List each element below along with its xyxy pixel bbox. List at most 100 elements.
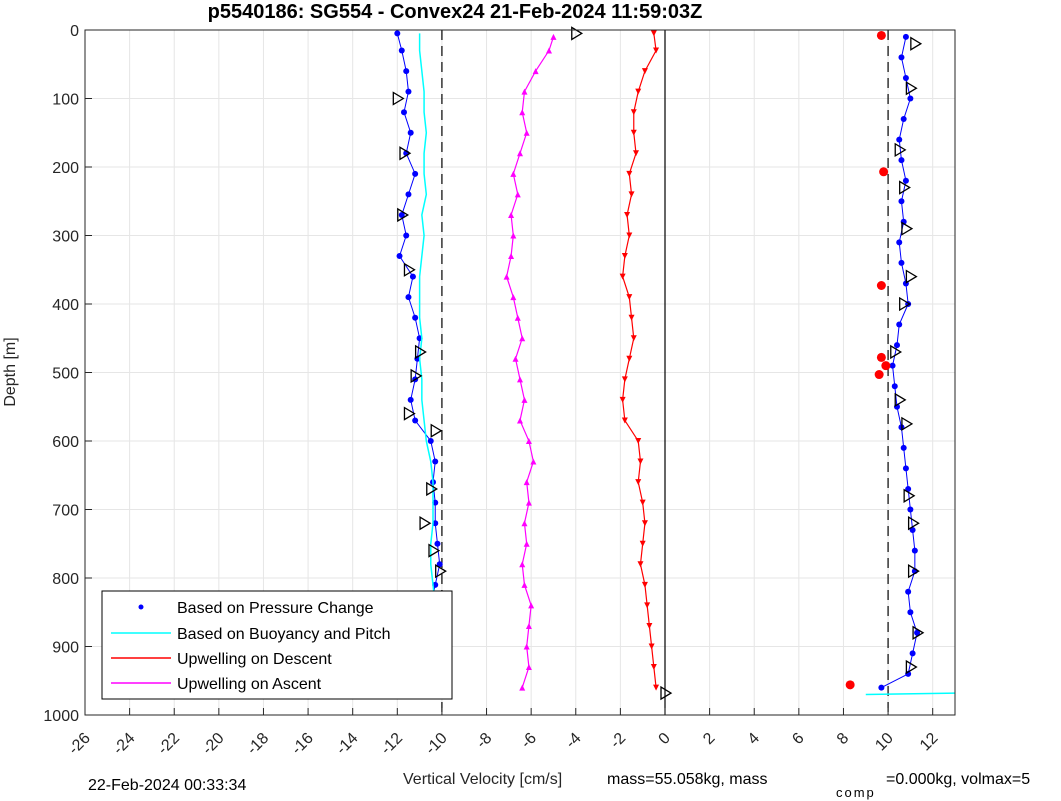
pressure-point xyxy=(405,191,412,198)
x-tick-label: 2 xyxy=(700,730,718,748)
pressure-point xyxy=(907,506,914,513)
legend-label-pressure: Based on Pressure Change xyxy=(177,600,374,617)
y-tick-label: 1000 xyxy=(43,708,79,725)
highlight-triangle xyxy=(414,344,427,360)
descent-point xyxy=(628,191,635,198)
pressure-point xyxy=(398,211,405,218)
x-tick-label: -8 xyxy=(473,730,495,752)
highlight-triangle xyxy=(905,269,918,284)
series-line-buoyancy xyxy=(418,33,443,688)
highlight-triangle xyxy=(901,416,914,432)
legend-label-descent: Upwelling on Descent xyxy=(177,651,332,668)
ascent-point xyxy=(514,314,521,321)
highlight-triangle xyxy=(410,368,423,384)
pressure-point xyxy=(896,136,903,143)
highlight-red-dot xyxy=(874,370,884,380)
highlight-triangle xyxy=(430,423,443,438)
descent-point xyxy=(621,417,628,424)
highlight-triangle xyxy=(905,81,918,96)
pressure-point xyxy=(894,342,900,349)
x-axis-label: Vertical Velocity [cm/s] xyxy=(403,771,562,788)
x-tick-label: -10 xyxy=(422,730,450,758)
highlight-triangle xyxy=(403,406,416,421)
descent-point xyxy=(641,520,648,527)
highlight-triangle xyxy=(894,392,907,408)
highlight-triangle xyxy=(894,142,907,158)
descent-point xyxy=(635,88,642,95)
ascent-point xyxy=(510,294,517,301)
x-tick-label: -24 xyxy=(110,730,138,758)
pressure-point xyxy=(436,561,443,568)
highlight-triangle xyxy=(907,516,920,531)
descent-point xyxy=(646,622,653,629)
descent-point xyxy=(626,232,633,239)
highlight-triangle xyxy=(397,207,410,223)
pressure-point xyxy=(907,609,914,616)
ascent-point xyxy=(530,458,537,465)
descent-point xyxy=(644,602,651,609)
descent-point xyxy=(635,438,642,444)
descent-point xyxy=(624,211,631,218)
descent-point xyxy=(630,109,637,116)
pressure-point xyxy=(907,95,914,102)
descent-point xyxy=(621,253,628,260)
descent-point xyxy=(650,664,657,671)
ascent-point xyxy=(508,253,515,260)
y-tick-label: 300 xyxy=(52,229,79,246)
ascent-point xyxy=(521,88,528,95)
ascent-point xyxy=(523,479,530,486)
y-tick-label: 700 xyxy=(52,503,79,520)
pressure-point xyxy=(914,629,921,636)
descent-point xyxy=(653,684,660,691)
x-tick-label: 0 xyxy=(656,730,674,748)
footer-timestamp: 22-Feb-2024 00:33:34 xyxy=(88,777,246,794)
highlight-triangle xyxy=(905,659,918,675)
ascent-point xyxy=(521,520,528,527)
y-tick-label: 200 xyxy=(52,160,79,177)
highlight-red-dot xyxy=(876,30,886,40)
descent-point xyxy=(653,47,660,54)
pressure-point xyxy=(434,540,441,547)
descent-point xyxy=(626,170,633,177)
descent-point xyxy=(633,150,639,157)
pressure-point xyxy=(403,232,410,239)
legend-label-buoyancy: Based on Buoyancy and Pitch xyxy=(177,626,390,643)
highlight-triangle xyxy=(901,221,914,236)
descent-point xyxy=(637,561,644,568)
footer-comp-subscript: comp xyxy=(836,785,876,800)
x-tick-label: -2 xyxy=(607,730,629,752)
pressure-point xyxy=(902,74,909,81)
pressure-point xyxy=(412,314,419,321)
ascent-point xyxy=(521,581,528,588)
pressure-point xyxy=(896,321,903,328)
pressure-point xyxy=(905,588,912,595)
ascent-point xyxy=(517,376,523,383)
highlight-red-dot xyxy=(876,352,886,362)
highlight-triangle xyxy=(660,685,673,701)
descent-point xyxy=(626,355,633,362)
pressure-point xyxy=(900,444,907,451)
pressure-point xyxy=(401,109,407,116)
descent-point xyxy=(630,335,637,342)
pressure-point xyxy=(412,417,419,424)
pressure-point xyxy=(878,684,885,691)
ascent-point xyxy=(517,150,523,157)
pressure-point xyxy=(889,362,896,369)
ascent-point xyxy=(528,602,535,609)
descent-point xyxy=(639,540,646,547)
pressure-point xyxy=(407,129,414,136)
y-tick-label: 500 xyxy=(52,366,79,383)
pressure-point xyxy=(911,547,918,554)
data-series xyxy=(394,30,956,696)
highlight-triangle xyxy=(399,146,412,161)
descent-point xyxy=(630,129,637,136)
x-tick-label: -26 xyxy=(65,730,93,758)
y-tick-label: 600 xyxy=(52,434,79,451)
highlight-triangle xyxy=(903,488,916,503)
ascent-point xyxy=(510,170,517,177)
chart-title: p5540186: SG554 - Convex24 21-Feb-2024 1… xyxy=(208,1,703,23)
ascent-point xyxy=(508,211,515,218)
highlight-red-dot xyxy=(845,680,855,690)
pressure-point xyxy=(909,650,916,657)
descent-point xyxy=(626,294,633,301)
